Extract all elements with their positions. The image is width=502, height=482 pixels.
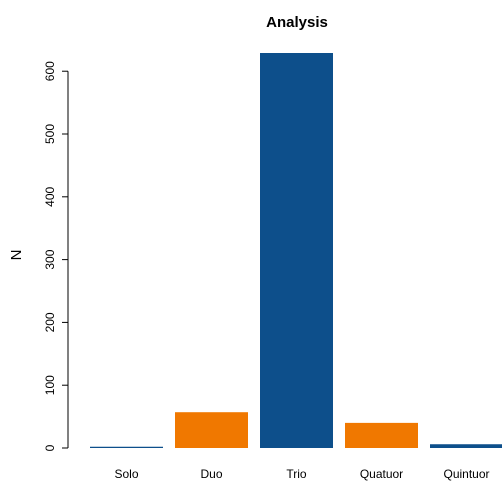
y-tick-label: 100 <box>43 375 57 395</box>
chart-title: Analysis <box>266 14 328 31</box>
y-tick-label: 400 <box>43 186 57 206</box>
bar-duo <box>175 412 248 448</box>
y-tick-label: 600 <box>43 61 57 81</box>
y-axis: 0 100 200 300 400 500 600 <box>43 61 69 451</box>
y-tick-label: 0 <box>43 444 57 451</box>
y-tick-label: 200 <box>43 312 57 332</box>
x-tick-label: Duo <box>200 467 222 481</box>
y-tick-label: 500 <box>43 124 57 144</box>
x-tick-label: Solo <box>114 467 138 481</box>
bars-group <box>90 53 502 448</box>
bar-quintuor <box>430 444 502 448</box>
bar-solo <box>90 446 163 448</box>
bar-trio <box>260 53 333 448</box>
y-axis-label: N <box>8 250 25 261</box>
y-tick-label: 300 <box>43 249 57 269</box>
x-tick-labels: Solo Duo Trio Quatuor Quintuor <box>114 467 489 481</box>
bar-quatuor <box>345 422 418 448</box>
x-tick-label: Quintuor <box>443 467 489 481</box>
x-tick-label: Quatuor <box>360 467 403 481</box>
x-tick-label: Trio <box>286 467 307 481</box>
